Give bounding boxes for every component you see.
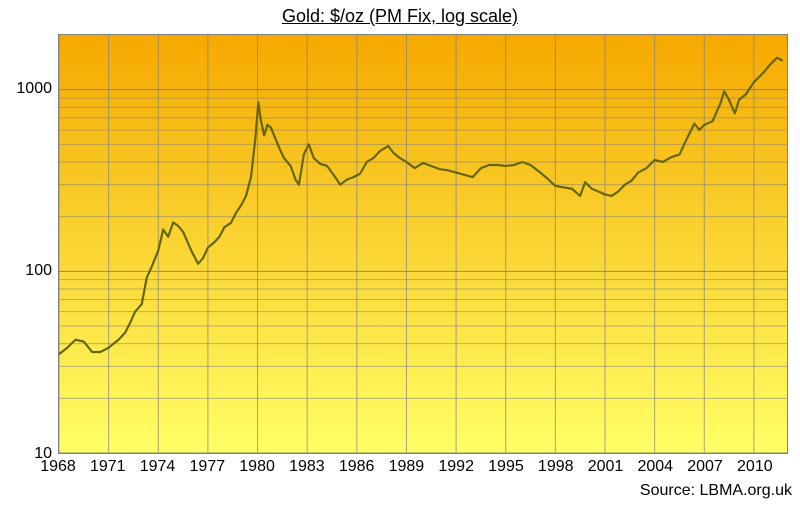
y-tick-label: 100 [25, 262, 58, 280]
x-tick-label: 1992 [438, 454, 474, 476]
y-tick-label: 1000 [16, 80, 58, 98]
x-tick-label: 1989 [389, 454, 425, 476]
chart-title: Gold: $/oz (PM Fix, log scale) [0, 6, 800, 27]
x-tick-label: 2010 [737, 454, 773, 476]
x-tick-label: 1968 [40, 454, 76, 476]
x-tick-label: 1983 [289, 454, 325, 476]
x-tick-label: 1995 [488, 454, 524, 476]
x-tick-label: 2001 [588, 454, 624, 476]
x-tick-label: 1977 [190, 454, 226, 476]
source-label: Source: LBMA.org.uk [640, 482, 792, 500]
x-tick-label: 2004 [637, 454, 673, 476]
x-tick-label: 1986 [339, 454, 375, 476]
x-tick-label: 1980 [239, 454, 275, 476]
x-tick-label: 1971 [90, 454, 126, 476]
x-tick-label: 1974 [140, 454, 176, 476]
x-tick-label: 1998 [538, 454, 574, 476]
x-tick-label: 2007 [687, 454, 723, 476]
price-line [59, 58, 782, 354]
plot-area: 1010010001968197119741977198019831986198… [58, 34, 788, 454]
